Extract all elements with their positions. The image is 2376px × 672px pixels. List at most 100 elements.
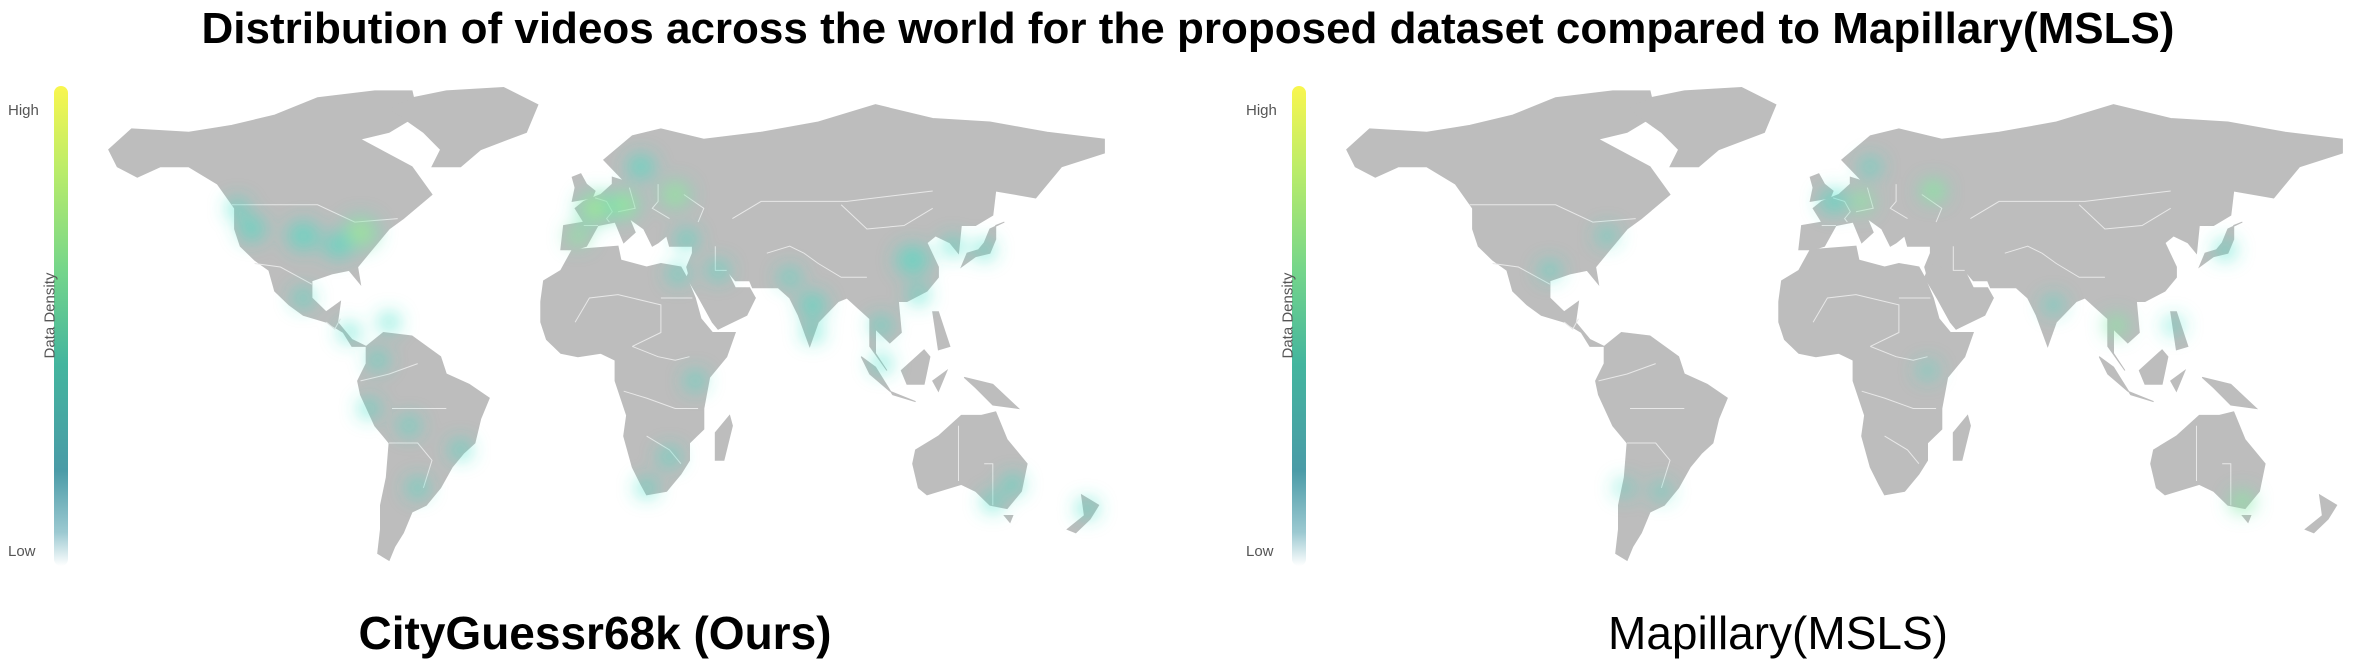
map-panel-mapillary: High Data Density Low bbox=[1246, 84, 2376, 590]
hotspot-southern-africa bbox=[655, 444, 684, 470]
landmass-indonesia-2 bbox=[2138, 349, 2169, 385]
landmass-south-america bbox=[1595, 331, 1728, 562]
hotspot-texas bbox=[1535, 257, 1564, 283]
hotspot-chile bbox=[1610, 475, 1639, 501]
landmass-north-america bbox=[1346, 90, 1671, 347]
country-border bbox=[1598, 363, 1656, 382]
landmass-indonesia-2 bbox=[900, 349, 931, 385]
country-border bbox=[617, 294, 662, 347]
legend-axis-label: Data Density bbox=[1279, 272, 1297, 359]
hotspot-southeastern-australia bbox=[2228, 489, 2257, 515]
country-border bbox=[389, 442, 433, 489]
country-border bbox=[231, 204, 398, 223]
hotspot-central-america bbox=[335, 319, 364, 346]
legend-high-label: High bbox=[8, 102, 39, 119]
world-heatmap bbox=[1341, 84, 2371, 588]
landmass-new-guinea bbox=[963, 376, 1021, 410]
hotspot-china bbox=[892, 241, 934, 279]
country-border bbox=[732, 190, 933, 220]
hotspot-southeast-brazil bbox=[446, 437, 475, 463]
landmass-new-zealand bbox=[2304, 493, 2338, 534]
country-border bbox=[254, 263, 313, 285]
map-caption-mapillary: Mapillary(MSLS) bbox=[1608, 607, 1948, 659]
hotspot-japan bbox=[2211, 237, 2240, 263]
map-caption-cityguessr: CityGuessr68k (Ours) bbox=[358, 607, 832, 659]
legend-axis-label: Data Density bbox=[41, 272, 59, 359]
hotspot-east-africa bbox=[681, 368, 710, 394]
hotspot-southeast-asia bbox=[2102, 313, 2131, 339]
hotspot-philippines bbox=[2159, 313, 2188, 339]
hotspot-central-europe bbox=[1847, 188, 1876, 214]
country-border bbox=[1469, 204, 1636, 223]
country-border bbox=[574, 294, 619, 323]
country-border bbox=[1627, 442, 1671, 489]
country-border bbox=[1970, 190, 2171, 220]
hotspot-turkey bbox=[672, 226, 701, 252]
country-border bbox=[1952, 246, 1965, 271]
hotspot-eastern-europe bbox=[658, 179, 693, 210]
hotspot-pakistan bbox=[775, 264, 804, 290]
hotspot-eastern-australia bbox=[998, 471, 1027, 497]
hotspot-great-plains bbox=[282, 217, 324, 255]
hotspot-mexico bbox=[289, 285, 318, 311]
landmass-africa bbox=[540, 245, 737, 496]
hotspot-southeast-asia bbox=[867, 313, 896, 339]
country-border bbox=[1563, 318, 1579, 330]
hotspot-western-north-america bbox=[234, 213, 269, 245]
hotspot-scandinavia bbox=[623, 151, 659, 183]
landmass-greenland bbox=[388, 86, 539, 168]
country-border bbox=[2041, 252, 2105, 278]
country-border bbox=[2004, 245, 2043, 254]
hotspot-peru bbox=[355, 395, 384, 422]
landmass-tasmania bbox=[1003, 515, 1014, 524]
country-border bbox=[623, 390, 699, 409]
landmass-tasmania bbox=[2241, 515, 2252, 524]
landmass-arabia-fix bbox=[1924, 262, 1994, 330]
hotspot-pacific-northwest bbox=[223, 195, 252, 221]
landmass-indonesia-3 bbox=[932, 369, 949, 393]
hotspot-malaysia bbox=[867, 351, 896, 377]
density-hotspots bbox=[1535, 154, 2257, 515]
legend-low-label: Low bbox=[1246, 543, 1274, 560]
landmasses bbox=[1346, 86, 2343, 562]
hotspot-iberia bbox=[563, 223, 592, 249]
hotspot-japan bbox=[970, 237, 999, 263]
hotspot-scandinavia bbox=[1856, 154, 1885, 180]
hotspot-central-europe bbox=[606, 189, 641, 221]
hotspot-middle-east bbox=[704, 257, 733, 283]
hotspot-east-africa bbox=[1913, 357, 1942, 384]
landmass-madagascar bbox=[1952, 414, 1971, 461]
hotspot-western-europe bbox=[1815, 186, 1851, 217]
figure-title: Distribution of videos across the world … bbox=[201, 4, 2175, 53]
country-border bbox=[651, 184, 670, 220]
landmass-greenland bbox=[1626, 86, 1777, 168]
density-color-bar bbox=[1292, 86, 1306, 566]
hotspot-western-europe bbox=[574, 189, 616, 227]
hotspot-korea bbox=[938, 233, 967, 259]
hotspot-russia bbox=[1919, 178, 1948, 204]
country-border bbox=[1889, 184, 1908, 220]
hotspot-colombia bbox=[363, 347, 392, 373]
country-border bbox=[1884, 435, 1920, 465]
world-heatmap bbox=[103, 84, 1133, 588]
hotspot-egypt bbox=[664, 261, 693, 287]
hotspot-southeastern-australia bbox=[978, 489, 1007, 515]
map-panel-cityguessr: High Data Density Low bbox=[8, 84, 1200, 590]
legend-high-label: High bbox=[1246, 102, 1277, 119]
country-borders bbox=[1469, 184, 2232, 506]
hotspot-us-northeast bbox=[1593, 223, 1622, 249]
density-hotspots bbox=[223, 151, 1102, 522]
hotspot-south-africa bbox=[632, 475, 661, 501]
country-border bbox=[2222, 463, 2232, 506]
hotspot-new-zealand bbox=[1073, 496, 1102, 522]
landmasses bbox=[108, 86, 1105, 562]
country-border bbox=[766, 245, 805, 254]
landmass-north-america bbox=[108, 90, 433, 347]
country-border bbox=[360, 363, 418, 382]
density-legend: High Data Density Low bbox=[1246, 84, 1338, 574]
landmass-indonesia-3 bbox=[2170, 369, 2187, 393]
landmass-south-america bbox=[357, 331, 490, 562]
legend-low-label: Low bbox=[8, 543, 36, 560]
hotspot-argentina bbox=[1647, 478, 1676, 504]
country-border bbox=[2078, 204, 2171, 230]
